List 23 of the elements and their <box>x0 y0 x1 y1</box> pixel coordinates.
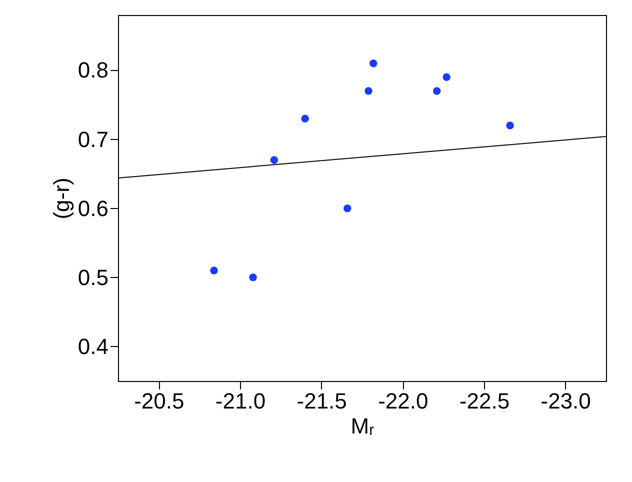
point <box>301 114 309 122</box>
x-tick-label: -21.0 <box>215 388 266 414</box>
x-axis-title: Mᵣ <box>350 414 374 438</box>
y-tick-label: 0.5 <box>78 264 108 290</box>
point <box>343 204 352 212</box>
point <box>370 59 378 68</box>
point <box>432 87 441 95</box>
point <box>506 122 514 130</box>
point <box>442 73 450 82</box>
x-tick-label: -21.5 <box>296 388 347 414</box>
point <box>210 266 218 274</box>
y-tick-label: 0.7 <box>78 126 108 152</box>
x-tick-label: -22.5 <box>459 388 510 414</box>
point <box>364 87 372 95</box>
point <box>249 274 257 282</box>
y-axis-title: (g-r) <box>48 178 74 220</box>
y-tick-label: 0.4 <box>78 334 108 359</box>
x-tick-label: -23.0 <box>540 388 591 414</box>
x-tick-label: -22.0 <box>378 388 428 414</box>
x-tick-label: -20.5 <box>134 388 184 414</box>
y-tick-label: 0.6 <box>78 196 108 221</box>
point <box>270 156 278 164</box>
y-tick-label: 0.8 <box>78 58 108 83</box>
